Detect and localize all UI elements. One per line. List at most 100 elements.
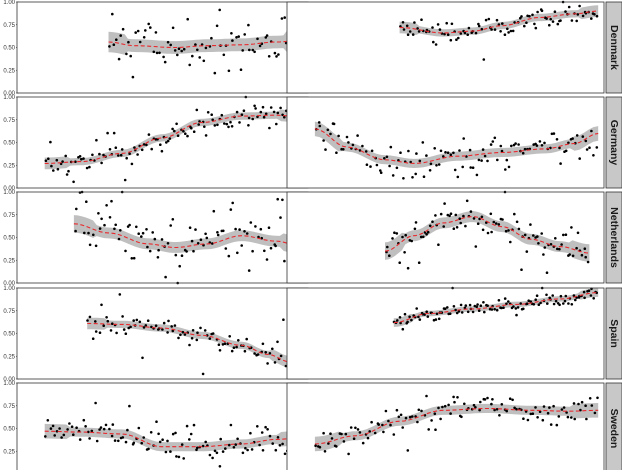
data-point <box>438 28 442 31</box>
data-point <box>475 305 479 309</box>
data-point <box>590 17 593 20</box>
data-point <box>213 449 217 453</box>
data-point <box>108 45 111 48</box>
data-point <box>507 229 510 232</box>
y-tick-label: 1.00 <box>3 381 15 387</box>
data-point <box>241 49 244 52</box>
data-point <box>358 431 362 434</box>
data-point <box>443 404 447 408</box>
data-point <box>578 4 581 8</box>
data-point <box>279 216 282 219</box>
data-point <box>369 165 372 168</box>
data-point <box>263 249 266 253</box>
data-point <box>145 143 148 147</box>
data-point <box>565 411 568 414</box>
data-point <box>162 55 165 59</box>
y-tick-label: 0.75 <box>3 118 15 124</box>
y-tick-label: 1.00 <box>3 95 15 101</box>
data-point <box>111 12 114 16</box>
data-point <box>140 235 143 238</box>
data-point <box>227 254 231 258</box>
data-point <box>80 157 83 161</box>
data-point <box>279 354 283 358</box>
data-point <box>411 176 414 179</box>
data-point <box>552 302 556 306</box>
trend-line <box>384 216 590 254</box>
data-point <box>112 43 116 46</box>
data-point <box>466 33 470 36</box>
data-point <box>402 28 406 31</box>
data-point <box>593 13 596 16</box>
data-point <box>211 456 214 460</box>
data-point <box>169 43 172 47</box>
data-point <box>117 154 120 157</box>
data-point <box>414 172 418 176</box>
data-point <box>238 228 241 231</box>
data-point <box>511 29 515 33</box>
data-point <box>127 326 130 330</box>
data-point <box>377 423 381 426</box>
trend-line <box>393 292 599 324</box>
data-point <box>427 428 431 431</box>
data-point <box>211 242 214 245</box>
data-point <box>210 36 213 40</box>
data-point <box>508 397 512 401</box>
data-point <box>523 24 526 28</box>
data-point <box>109 329 113 332</box>
data-point <box>115 331 118 335</box>
data-point <box>202 59 206 63</box>
data-point <box>55 430 59 433</box>
data-point <box>166 139 170 143</box>
data-point <box>484 18 488 22</box>
data-point <box>551 294 554 297</box>
data-point <box>117 237 121 241</box>
data-point <box>420 18 423 22</box>
facet-panel-denmark-right <box>286 0 605 94</box>
data-point <box>463 402 466 406</box>
data-point <box>216 123 219 127</box>
data-point <box>268 126 271 130</box>
y-tick-label: 0.75 <box>3 404 15 410</box>
data-point <box>323 450 327 453</box>
data-point <box>146 319 150 323</box>
data-point <box>144 29 147 32</box>
data-point <box>258 443 261 447</box>
data-point <box>347 452 350 456</box>
data-point <box>517 143 520 146</box>
data-point <box>486 396 489 400</box>
data-point <box>482 301 485 304</box>
data-point <box>117 57 121 61</box>
data-point <box>82 157 85 160</box>
data-point <box>435 164 438 167</box>
data-point <box>389 423 392 427</box>
data-point <box>442 225 446 228</box>
data-point <box>471 166 475 169</box>
data-point <box>208 453 212 457</box>
data-point <box>543 246 547 249</box>
data-point <box>543 141 546 145</box>
data-point <box>275 122 278 126</box>
data-point <box>161 328 164 331</box>
data-point <box>396 319 399 322</box>
data-point <box>322 431 325 435</box>
trend-line <box>314 128 599 164</box>
data-point <box>266 362 269 365</box>
data-point <box>458 149 461 152</box>
data-point <box>254 107 257 110</box>
data-point <box>318 445 322 449</box>
data-point <box>517 227 521 231</box>
data-point <box>108 427 111 431</box>
data-point <box>340 432 343 436</box>
data-point <box>459 303 463 307</box>
data-point <box>176 53 179 57</box>
data-point <box>590 404 594 407</box>
data-point <box>145 228 148 231</box>
data-point <box>468 303 472 307</box>
data-point <box>86 319 89 322</box>
data-point <box>439 212 443 216</box>
data-point <box>276 197 280 201</box>
data-point <box>329 132 332 136</box>
data-point <box>386 245 389 249</box>
data-point <box>74 229 77 233</box>
